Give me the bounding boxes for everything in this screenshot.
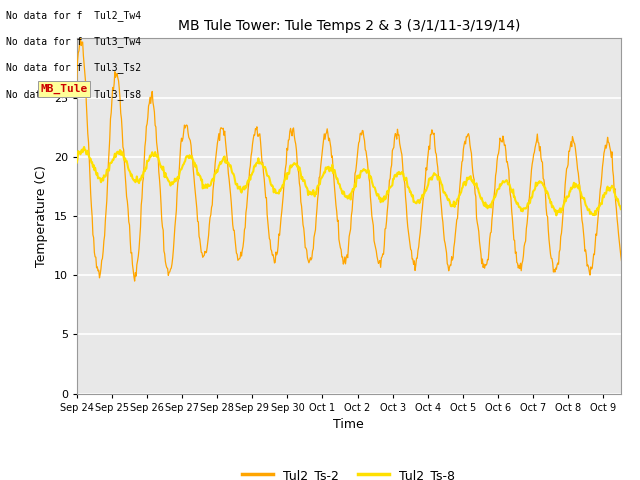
X-axis label: Time: Time: [333, 418, 364, 431]
Legend: Tul2_Ts-2, Tul2_Ts-8: Tul2_Ts-2, Tul2_Ts-8: [237, 464, 460, 480]
Y-axis label: Temperature (C): Temperature (C): [35, 165, 48, 267]
Text: No data for f  Tul2_Tw4: No data for f Tul2_Tw4: [6, 10, 141, 21]
Text: No data for f  Tul3_Tw4: No data for f Tul3_Tw4: [6, 36, 141, 47]
Text: No data for f  Tul3_Ts2: No data for f Tul3_Ts2: [6, 62, 141, 73]
Text: MB_Tule: MB_Tule: [40, 84, 88, 94]
Text: No data for f  Tul3_Ts8: No data for f Tul3_Ts8: [6, 89, 141, 100]
Title: MB Tule Tower: Tule Temps 2 & 3 (3/1/11-3/19/14): MB Tule Tower: Tule Temps 2 & 3 (3/1/11-…: [178, 19, 520, 33]
